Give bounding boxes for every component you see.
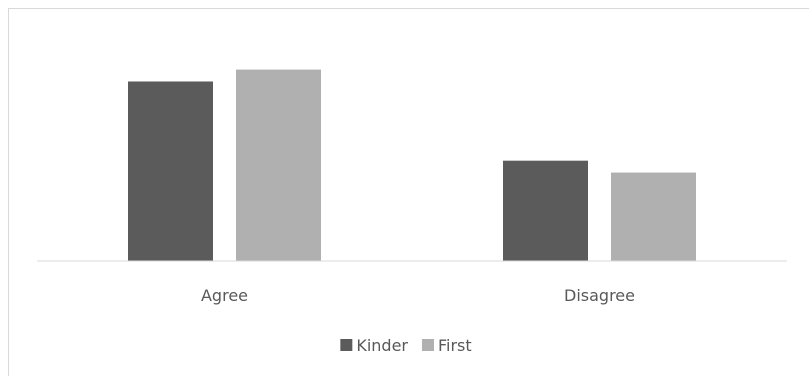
bar-kinder-agree [128, 81, 213, 261]
x-tick-labels: Agree Disagree [201, 286, 635, 305]
legend-item-kinder: Kinder [340, 336, 408, 355]
legend-swatch-first [421, 339, 434, 351]
x-tick-label-disagree: Disagree [564, 286, 635, 305]
legend-swatch-kinder [340, 339, 353, 351]
bar-first-agree [236, 69, 321, 261]
legend-label-kinder: Kinder [356, 336, 408, 355]
x-tick-label-agree: Agree [201, 286, 248, 305]
bar-kinder-disagree [503, 160, 588, 261]
bars-layer [128, 69, 696, 261]
bar-first-disagree [611, 172, 696, 261]
chart-frame [8, 8, 809, 376]
legend-item-first: First [421, 336, 472, 355]
legend-label-first: First [438, 336, 472, 355]
legend: Kinder First [340, 336, 472, 355]
